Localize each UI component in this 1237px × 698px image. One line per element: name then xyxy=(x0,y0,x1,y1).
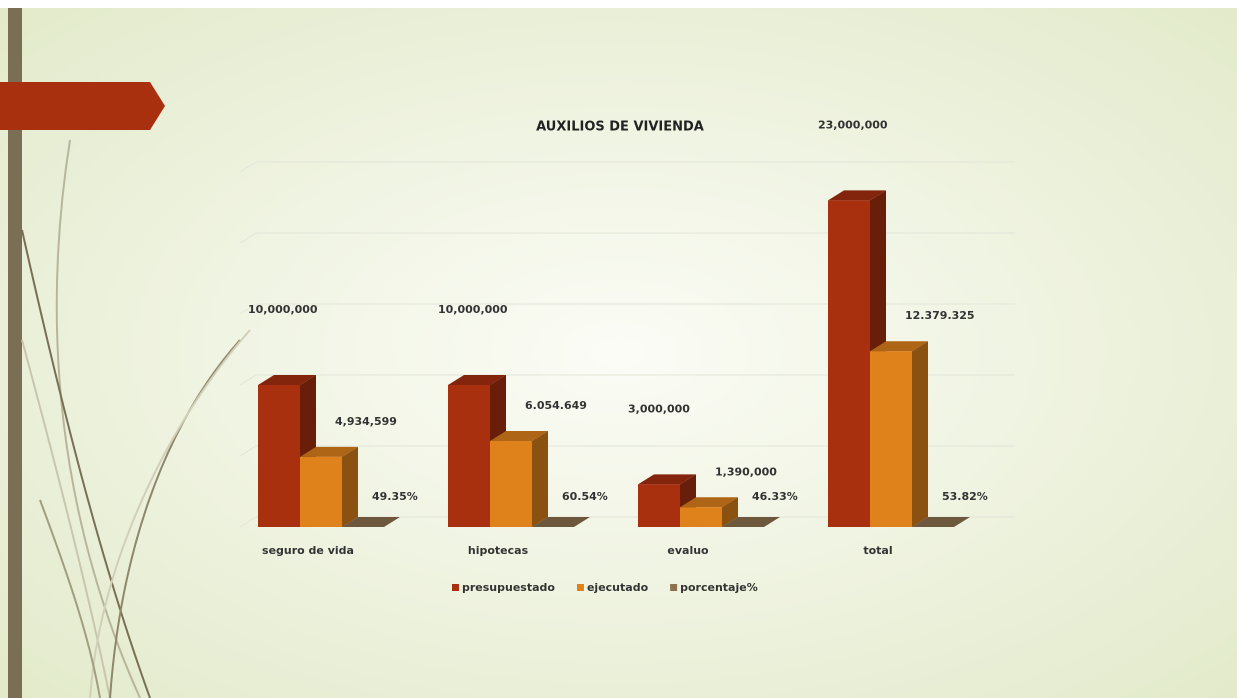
decor-lines xyxy=(21,139,251,698)
bar-side xyxy=(342,446,358,527)
data-label: 1,390,000 xyxy=(715,465,777,478)
x-tick-label: hipotecas xyxy=(468,544,529,557)
bar xyxy=(490,441,532,527)
data-label: 53.82% xyxy=(942,490,988,503)
x-tick-label: evaluo xyxy=(667,544,709,557)
data-label: 46.33% xyxy=(752,490,798,503)
bar-top xyxy=(258,375,316,385)
bar-side xyxy=(384,516,400,527)
legend-label: ejecutado xyxy=(587,581,649,594)
bar-top xyxy=(300,446,358,457)
bar-side xyxy=(912,341,928,527)
legend-swatch xyxy=(670,584,678,591)
data-label: 4,934,599 xyxy=(335,415,397,428)
grid-line xyxy=(239,161,1015,173)
chart-title: AUXILIOS DE VIVIENDA xyxy=(536,120,704,135)
bar-top xyxy=(912,516,970,527)
bar xyxy=(448,385,490,527)
data-label: 6.054.649 xyxy=(525,399,587,412)
bar-top xyxy=(680,497,738,508)
bar-side xyxy=(954,516,970,527)
bar-top xyxy=(722,516,780,527)
bar-top xyxy=(342,516,400,527)
bar-top xyxy=(638,474,696,485)
data-label: 60.54% xyxy=(562,490,608,503)
side-bar xyxy=(8,8,22,698)
bar-top xyxy=(532,516,590,527)
legend-swatch xyxy=(576,584,584,591)
data-label: 23,000,000 xyxy=(818,118,888,131)
bar xyxy=(870,351,912,527)
bar xyxy=(680,507,722,527)
data-label: 10,000,000 xyxy=(248,303,318,316)
header-arrow xyxy=(0,82,165,130)
background xyxy=(0,8,1237,698)
data-label: 10,000,000 xyxy=(438,303,508,316)
x-tick-label: total xyxy=(863,544,892,557)
bar-top xyxy=(870,341,928,352)
legend-swatch xyxy=(452,584,459,591)
bar xyxy=(828,200,870,527)
legend-label: presupuestado xyxy=(462,581,555,594)
bar xyxy=(300,456,342,527)
bar-top xyxy=(448,375,506,385)
grid-line xyxy=(239,303,1015,315)
grid-line xyxy=(239,374,1015,386)
bar-top xyxy=(490,431,548,442)
data-label: 12.379.325 xyxy=(905,309,975,322)
grid-line xyxy=(239,232,1015,244)
bar-top xyxy=(828,190,886,201)
data-label: 3,000,000 xyxy=(628,402,690,415)
bar xyxy=(258,385,300,527)
bar-side xyxy=(532,431,548,527)
bar-side xyxy=(764,516,780,527)
bar xyxy=(638,484,680,527)
x-tick-label: seguro de vida xyxy=(262,544,354,557)
data-label: 49.35% xyxy=(372,490,418,503)
grid-line xyxy=(239,445,1015,457)
bar-side xyxy=(722,497,738,527)
bar-side xyxy=(574,516,590,527)
legend-label: porcentaje% xyxy=(680,581,758,594)
